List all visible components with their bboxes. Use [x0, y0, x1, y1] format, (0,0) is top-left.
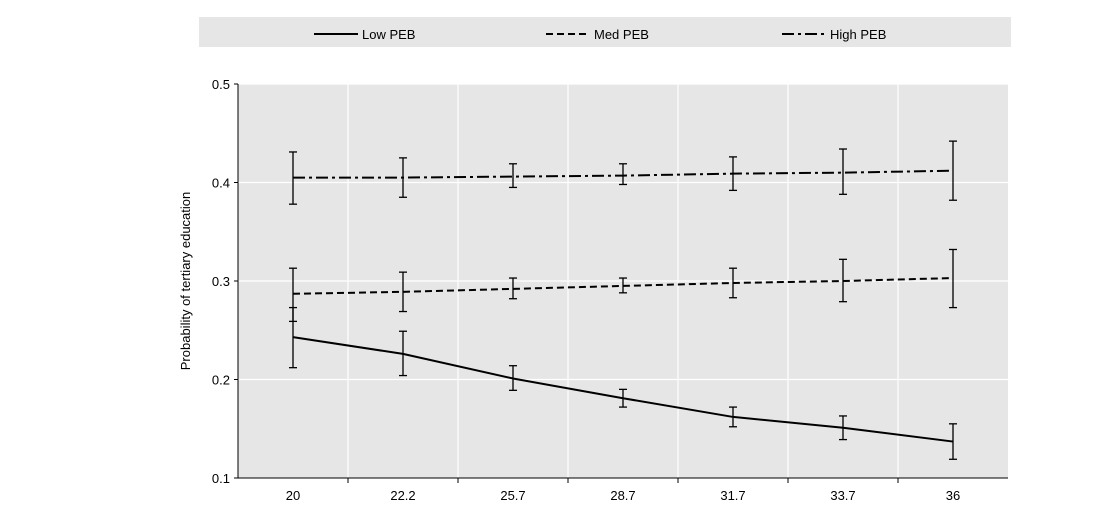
error-bar — [509, 163, 517, 189]
y-tick-label: 0.3 — [212, 274, 230, 289]
error-bar — [399, 271, 407, 313]
y-tick-label: 0.4 — [212, 176, 230, 191]
x-tick-label: 20 — [286, 488, 300, 503]
y-tick-label: 0.1 — [212, 471, 230, 486]
legend: Low PEB Med PEB High PEB — [314, 27, 886, 42]
error-bar — [619, 163, 627, 186]
error-bar — [729, 406, 737, 428]
x-tick-label: 36 — [946, 488, 960, 503]
error-bar — [509, 365, 517, 391]
legend-item: Med PEB — [546, 27, 649, 42]
series-layer — [289, 140, 957, 460]
x-tick-label: 22.2 — [390, 488, 415, 503]
error-bar — [399, 330, 407, 377]
x-tick-label: 25.7 — [500, 488, 525, 503]
legend-item: High PEB — [782, 27, 886, 42]
series-high-peb — [289, 140, 957, 205]
x-axis-ticks: 20 22.2 25.7 28.7 31.7 33.7 36 — [286, 478, 960, 503]
error-bar — [839, 258, 847, 303]
x-tick-label: 33.7 — [830, 488, 855, 503]
error-bar — [289, 151, 297, 205]
legend-background — [199, 17, 1011, 47]
error-bar — [619, 277, 627, 294]
error-bar — [509, 277, 517, 300]
x-tick-label: 31.7 — [720, 488, 745, 503]
legend-label: Low PEB — [362, 27, 415, 42]
y-tick-label: 0.2 — [212, 373, 230, 388]
error-bar — [729, 267, 737, 299]
legend-item: Low PEB — [314, 27, 415, 42]
y-axis-title: Probability of tertiary education — [178, 192, 193, 370]
error-bar — [729, 156, 737, 192]
error-bar — [619, 388, 627, 408]
error-bar — [399, 157, 407, 198]
x-tick-label: 28.7 — [610, 488, 635, 503]
error-bar — [839, 148, 847, 195]
legend-label: High PEB — [830, 27, 886, 42]
error-bar — [839, 415, 847, 441]
series-med-peb — [289, 248, 957, 323]
error-bar — [949, 248, 957, 309]
y-tick-label: 0.5 — [212, 77, 230, 92]
error-bar — [949, 140, 957, 201]
error-bar — [949, 423, 957, 460]
legend-label: Med PEB — [594, 27, 649, 42]
y-axis-ticks: 0.1 0.2 0.3 0.4 0.5 — [212, 77, 238, 486]
error-bar — [289, 267, 297, 323]
